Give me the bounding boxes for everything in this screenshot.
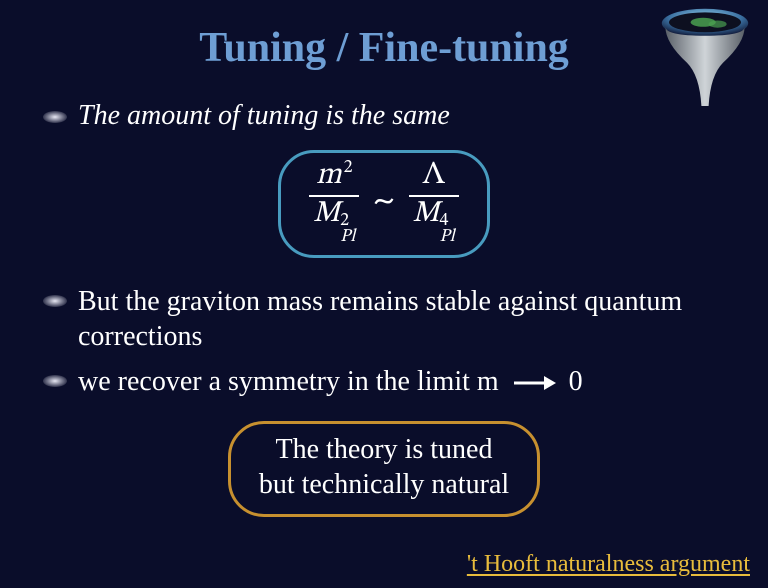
callout-line-2: but technically natural — [259, 467, 509, 502]
slide-title: Tuning / Fine-tuning — [36, 24, 732, 72]
frac-left-den-sup: 2 — [340, 213, 355, 229]
bullet-3-post: 0 — [569, 366, 583, 397]
bullet-1: The amount of tuning is the same — [42, 100, 732, 132]
bullet-3: we recover a symmetry in the limit m 0 — [42, 364, 732, 399]
fraction-left: m2 M2Pl — [309, 159, 359, 245]
frac-right-den-base: M — [413, 199, 440, 229]
bullet-1-text: The amount of tuning is the same — [78, 100, 450, 132]
frac-left-den-base: M — [313, 199, 340, 229]
frac-left-den-sub: Pl — [340, 229, 355, 245]
frac-left-num-sup: 2 — [344, 159, 353, 177]
bullet-3-text: we recover a symmetry in the limit m 0 — [78, 364, 583, 399]
frac-right-den-sub: Pl — [439, 229, 454, 245]
callout-box: The theory is tuned but technically natu… — [228, 421, 540, 517]
galaxy-icon — [42, 293, 68, 309]
frac-right-num: Λ — [418, 159, 449, 193]
galaxy-icon — [42, 109, 68, 125]
frac-right-den-sup: 4 — [439, 213, 454, 229]
bullet-2: But the graviton mass remains stable aga… — [42, 284, 732, 354]
funnel-icon — [660, 6, 750, 116]
formula-container: m2 M2Pl ~ Λ M4Pl — [36, 150, 732, 258]
formula-box: m2 M2Pl ~ Λ M4Pl — [278, 150, 490, 258]
slide: Tuning / Fine-tuning The amount of tunin… — [0, 0, 768, 588]
tilde: ~ — [373, 178, 394, 226]
footer-reference: 't Hooft naturalness argument — [467, 551, 750, 578]
callout-container: The theory is tuned but technically natu… — [36, 421, 732, 517]
callout-line-1: The theory is tuned — [259, 432, 509, 467]
bullet-2-text: But the graviton mass remains stable aga… — [78, 284, 732, 354]
galaxy-icon — [42, 373, 68, 389]
bullet-3-pre: we recover a symmetry in the limit m — [78, 366, 499, 397]
arrow-right-icon — [512, 373, 556, 393]
fraction-right: Λ M4Pl — [409, 159, 459, 245]
formula: m2 M2Pl ~ Λ M4Pl — [309, 159, 459, 245]
frac-left-num-base: m — [316, 161, 342, 191]
